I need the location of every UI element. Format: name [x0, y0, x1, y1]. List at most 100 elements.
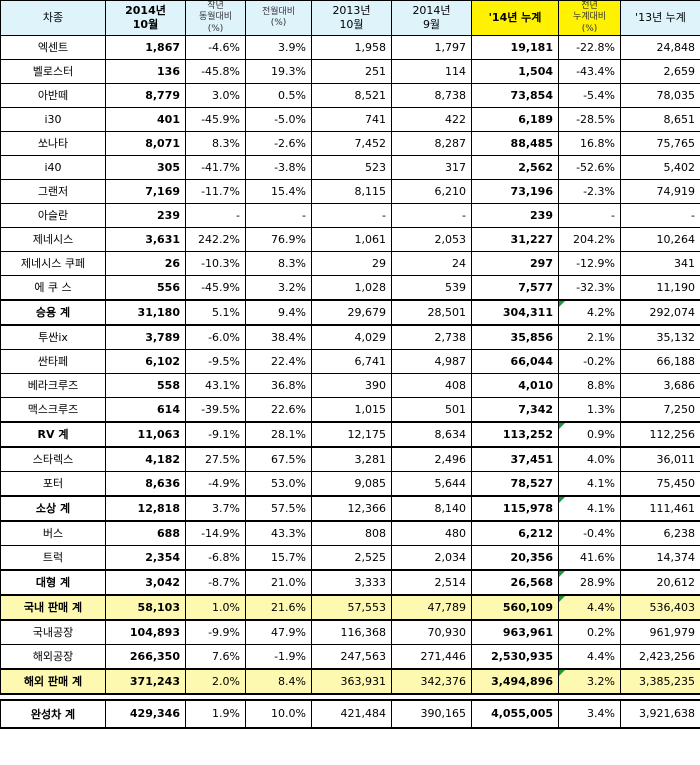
- cell-cum14: 304,311: [471, 298, 559, 326]
- cell-cumyoy: 3.2%: [558, 667, 621, 695]
- cell-cumyoy: 4.1%: [558, 470, 621, 497]
- cell-cumyoy: -32.3%: [558, 274, 621, 301]
- cell-cum14: 73,196: [471, 178, 559, 204]
- cell-cum14: 239: [471, 202, 559, 228]
- row-label: 싼타페: [0, 348, 106, 374]
- row-label: 승용 계: [0, 298, 106, 326]
- cell-yoy: -39.5%: [185, 396, 246, 423]
- cell-yoy: 43.1%: [185, 372, 246, 398]
- cell-cumyoy: 4.2%: [558, 298, 621, 326]
- table-row: 제네시스 3,631 242.2% 76.9% 1,061 2,053 31,227 204.…: [0, 226, 700, 252]
- cell-cum14: 35,856: [471, 324, 559, 350]
- row-label: i30: [0, 106, 106, 132]
- table-row: 엑센트 1,867 -4.6% 3.9% 1,958 1,797 19,181 -22.8% 2…: [0, 34, 700, 60]
- cell-cum14: 6,189: [471, 106, 559, 132]
- cell-cum13: 8,651: [620, 106, 700, 132]
- cell-cumyoy: 4.4%: [558, 593, 621, 621]
- cell-sep14: 28,501: [391, 298, 472, 326]
- cell-yoy: 27.5%: [185, 446, 246, 472]
- cell-cum14: 2,530,935: [471, 643, 559, 670]
- subtotal-row: 해외 판매 계 371,243 2.0% 8.4% 363,931 342,376 3,49…: [0, 667, 700, 695]
- cell-cumyoy: -28.5%: [558, 106, 621, 132]
- cell-cum13: 20,612: [620, 568, 700, 596]
- cell-sep14: 47,789: [391, 593, 472, 621]
- row-label: 투싼ix: [0, 324, 106, 350]
- cell-cum14: 78,527: [471, 470, 559, 497]
- subtotal-row: 대형 계 3,042 -8.7% 21.0% 3,333 2,514 26,568 28.9%…: [0, 568, 700, 596]
- cell-cumyoy: 28.9%: [558, 568, 621, 596]
- cell-mom: 22.6%: [245, 396, 312, 423]
- cell-mom: 9.4%: [245, 298, 312, 326]
- row-label: 스타렉스: [0, 446, 106, 472]
- cell-cum14: 560,109: [471, 593, 559, 621]
- cell-sep14: 8,287: [391, 130, 472, 156]
- cell-cum13: 2,423,256: [620, 643, 700, 670]
- sales-table: 차종 2014년 10월 작년 동월대비 (%) 전월대비 (%) 2013년 10월 2…: [0, 0, 700, 729]
- cell-mom: 76.9%: [245, 226, 312, 252]
- cell-cum14: 31,227: [471, 226, 559, 252]
- cell-cum14: 7,577: [471, 274, 559, 301]
- table-row: 포터 8,636 -4.9% 53.0% 9,085 5,644 78,527 4.1% 75,…: [0, 470, 700, 497]
- cell-oct14: 8,071: [105, 130, 186, 156]
- cell-cumyoy: -12.9%: [558, 250, 621, 276]
- table-row: i40 305 -41.7% -3.8% 523 317 2,562 -52.6% 5,402: [0, 154, 700, 180]
- cell-cumyoy: -0.4%: [558, 520, 621, 546]
- cell-sep14: 8,634: [391, 420, 472, 448]
- cell-oct14: 239: [105, 202, 186, 228]
- table-row: 버스 688 -14.9% 43.3% 808 480 6,212 -0.4% 6,238: [0, 520, 700, 546]
- cell-mom: 8.3%: [245, 250, 312, 276]
- cell-oct14: 266,350: [105, 643, 186, 670]
- cell-cum14: 7,342: [471, 396, 559, 423]
- cell-mom: 8.4%: [245, 667, 312, 695]
- cell-cum13: 6,238: [620, 520, 700, 546]
- row-label: 엑센트: [0, 34, 106, 60]
- cell-cumyoy: 204.2%: [558, 226, 621, 252]
- cell-sep14: 70,930: [391, 619, 472, 645]
- table-row: 맥스크루즈 614 -39.5% 22.6% 1,015 501 7,342 1.3% 7,25…: [0, 396, 700, 423]
- header-cumyoy: 전년 누계대비 (%): [558, 0, 621, 36]
- table-row: 스타렉스 4,182 27.5% 67.5% 3,281 2,496 37,451 4.0% 3…: [0, 446, 700, 472]
- cell-sep14: 5,644: [391, 470, 472, 497]
- cell-oct14: 556: [105, 274, 186, 301]
- cell-cum13: 7,250: [620, 396, 700, 423]
- cell-yoy: -41.7%: [185, 154, 246, 180]
- cell-cum13: 292,074: [620, 298, 700, 326]
- cell-cum13: 961,979: [620, 619, 700, 645]
- cell-oct14: 4,182: [105, 446, 186, 472]
- cell-yoy: -8.7%: [185, 568, 246, 596]
- row-label: 벨로스터: [0, 58, 106, 84]
- cell-yoy: -10.3%: [185, 250, 246, 276]
- cell-sep14: 422: [391, 106, 472, 132]
- cell-oct13: 57,553: [311, 593, 392, 621]
- cell-mom: 0.5%: [245, 82, 312, 108]
- cell-cumyoy: -52.6%: [558, 154, 621, 180]
- cell-cum13: 78,035: [620, 82, 700, 108]
- cell-oct14: 3,789: [105, 324, 186, 350]
- cell-oct14: 2,354: [105, 544, 186, 571]
- cell-oct13: -: [311, 202, 392, 228]
- header-model: 차종: [0, 0, 106, 36]
- cell-yoy: -6.0%: [185, 324, 246, 350]
- cell-mom: 53.0%: [245, 470, 312, 497]
- cell-oct13: 29,679: [311, 298, 392, 326]
- cell-cum14: 113,252: [471, 420, 559, 448]
- subtotal-row: 소상 계 12,818 3.7% 57.5% 12,366 8,140 115,978 4.1…: [0, 494, 700, 522]
- cell-cum14: 297: [471, 250, 559, 276]
- table-row: 벨로스터 136 -45.8% 19.3% 251 114 1,504 -43.4% 2,659: [0, 58, 700, 84]
- table-row: 에 쿠 스 556 -45.9% 3.2% 1,028 539 7,577 -32.3% 11,…: [0, 274, 700, 301]
- cell-yoy: 1.0%: [185, 593, 246, 621]
- cell-cum13: 14,374: [620, 544, 700, 571]
- row-label: 아슬란: [0, 202, 106, 228]
- table-row: 쏘나타 8,071 8.3% -2.6% 7,452 8,287 88,485 16.8% 75…: [0, 130, 700, 156]
- cell-oct14: 7,169: [105, 178, 186, 204]
- cell-yoy: 7.6%: [185, 643, 246, 670]
- cell-oct14: 8,779: [105, 82, 186, 108]
- cell-sep14: 2,053: [391, 226, 472, 252]
- row-label: i40: [0, 154, 106, 180]
- cell-oct13: 1,061: [311, 226, 392, 252]
- cell-mom: 15.4%: [245, 178, 312, 204]
- cell-oct13: 9,085: [311, 470, 392, 497]
- cell-mom: 21.0%: [245, 568, 312, 596]
- table-row: 아반떼 8,779 3.0% 0.5% 8,521 8,738 73,854 -5.4% 78,…: [0, 82, 700, 108]
- cell-cumyoy: 1.3%: [558, 396, 621, 423]
